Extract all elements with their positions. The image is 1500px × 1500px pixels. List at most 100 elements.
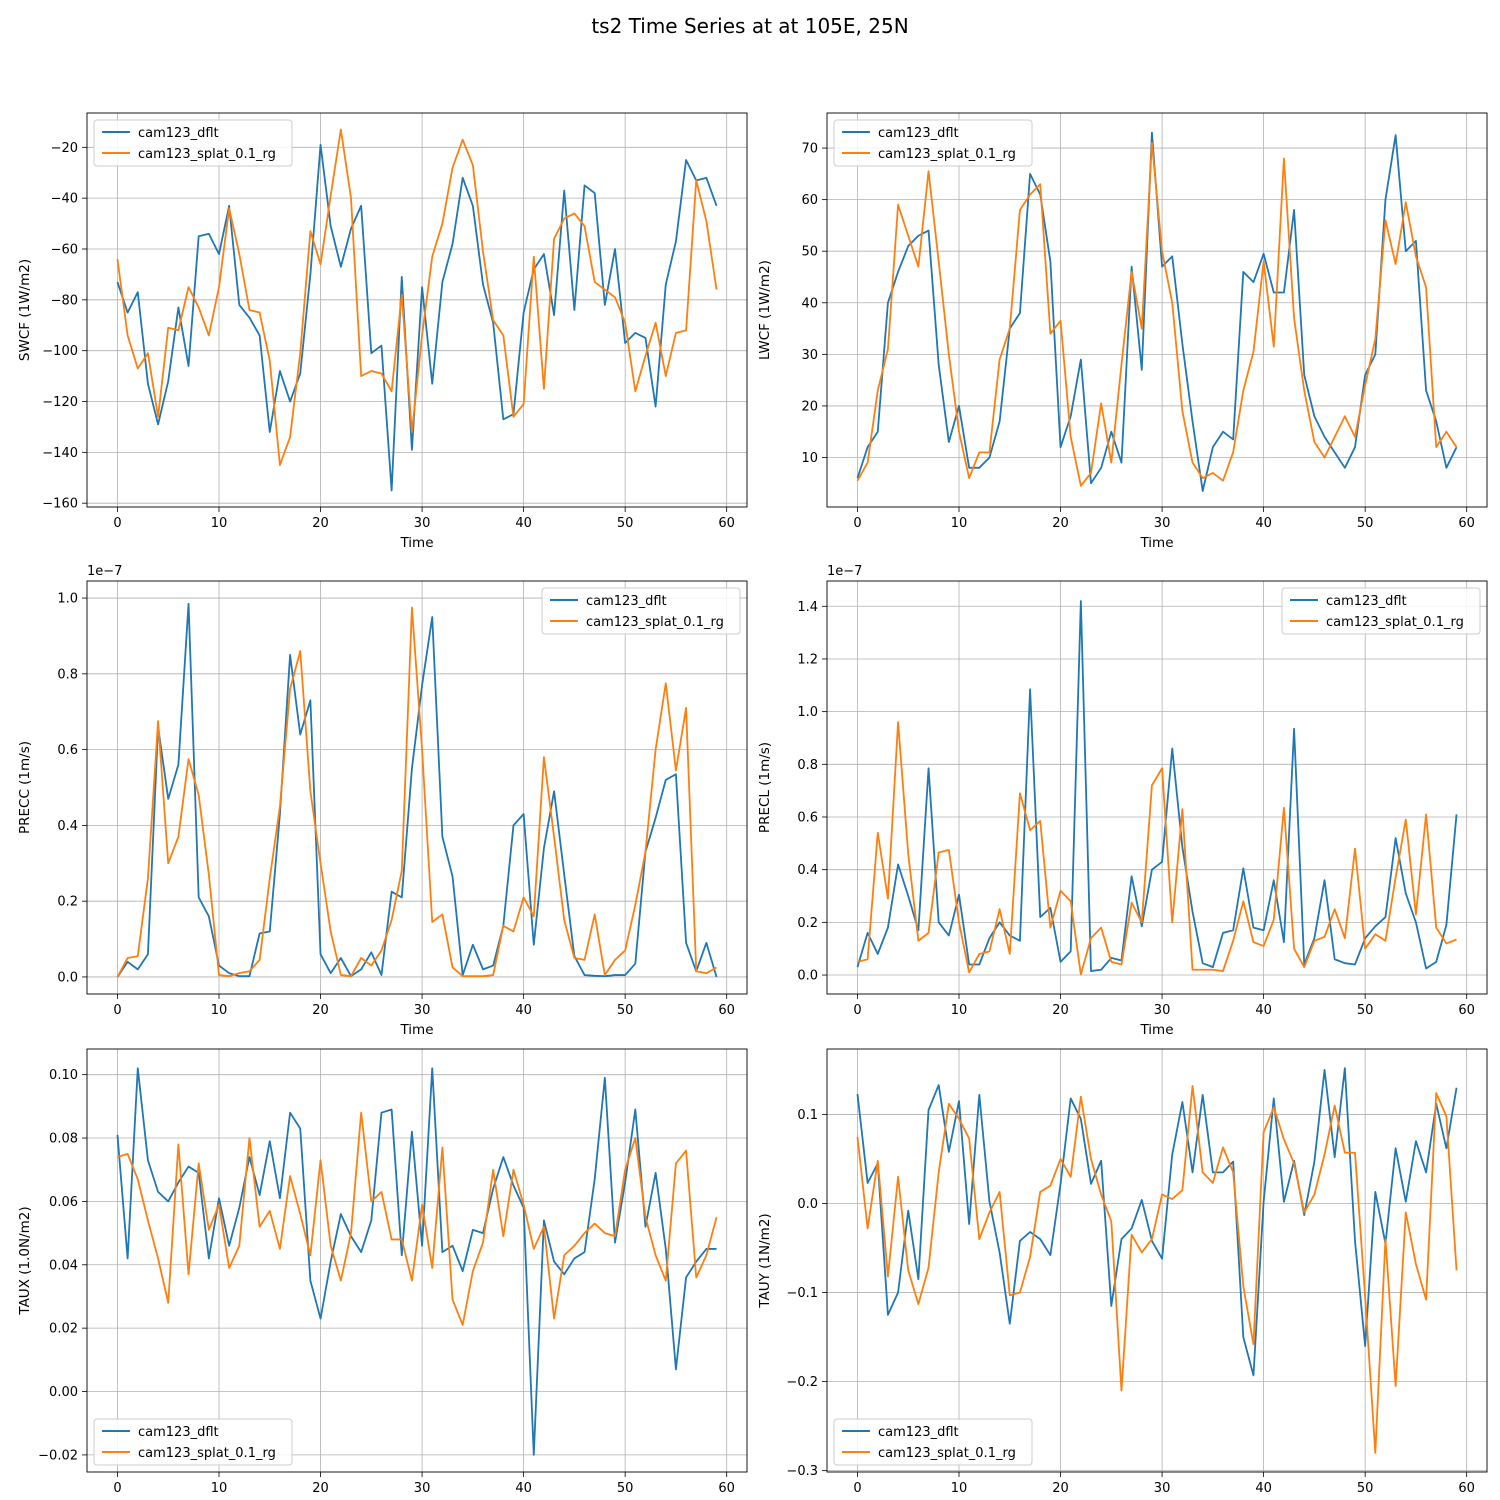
- precl-series-dflt-line: [856, 600, 1458, 972]
- taux-legend: cam123_dflt cam123_splat_0.1_rg: [93, 1418, 293, 1466]
- precl-grid: [827, 581, 1487, 994]
- precl-xaxis-label: Time: [1139, 1022, 1173, 1038]
- lwcf-xtick-label: 60: [1458, 516, 1475, 531]
- tauy-series-dflt-line: [856, 1067, 1458, 1377]
- taux-ytick-label: −0.02: [38, 1448, 78, 1463]
- precc-ytick-label: 1.0: [57, 592, 78, 607]
- taux-ytick-label: 0.00: [49, 1385, 78, 1400]
- precc-axes-frame: [86, 580, 748, 995]
- taux-xtick-label: 30: [414, 1481, 431, 1496]
- taux-ytick-label: 0.08: [49, 1132, 78, 1147]
- lwcf-grid: [827, 113, 1487, 507]
- swcf-xaxis-label: Time: [399, 535, 433, 551]
- precc-series-dflt-line: [116, 602, 718, 978]
- precl-ytick-label: 0.2: [797, 916, 818, 931]
- precl-legend-label: cam123_splat_0.1_rg: [1326, 615, 1464, 630]
- taux-xtick-label: 10: [211, 1481, 228, 1496]
- lwcf-ytick-label: 20: [801, 399, 818, 414]
- tauy-axes-frame: [826, 1048, 1488, 1473]
- swcf-legend-box: [93, 119, 293, 167]
- precc-xtick-label: 10: [211, 1003, 228, 1018]
- swcf-ytick-label: −80: [51, 293, 78, 308]
- tauy-xtick-label: 50: [1357, 1481, 1374, 1496]
- taux-legend-label: cam123_dflt: [138, 1425, 219, 1440]
- precl-xtick-label: 50: [1357, 1003, 1374, 1018]
- tauy-yaxis-label: TAUY (1N/m2): [757, 1213, 773, 1308]
- lwcf-legend-label: cam123_splat_0.1_rg: [878, 147, 1016, 162]
- precc-xtick-label: 60: [718, 1003, 735, 1018]
- precc-ytick-label: 0.6: [57, 743, 78, 758]
- lwcf-xtick-label: 50: [1357, 516, 1374, 531]
- precc-offset-text: 1e−7: [87, 564, 122, 579]
- precl-xtick-label: 20: [1052, 1003, 1069, 1018]
- precc-legend-box: [541, 587, 741, 635]
- precl-ytick-label: 0.6: [797, 811, 818, 826]
- taux-series-splat-line: [117, 1111, 718, 1326]
- tauy-grid: [827, 1049, 1487, 1472]
- precc-ytick-label: 0.0: [57, 970, 78, 985]
- lwcf-xtick-label: 10: [951, 516, 968, 531]
- taux-grid: [87, 1049, 747, 1472]
- swcf-xtick-label: 0: [113, 516, 121, 531]
- lwcf-axes-frame: [826, 112, 1488, 508]
- tauy-xtick-label: 20: [1052, 1481, 1069, 1496]
- swcf-legend-label: cam123_dflt: [138, 126, 219, 141]
- swcf-ytick-label: −20: [51, 141, 78, 156]
- precl-ytick-label: 0.4: [797, 863, 818, 878]
- swcf-series-splat-line: [116, 128, 718, 466]
- precl-yaxis-label: PRECL (1m/s): [757, 742, 773, 833]
- lwcf-ytick-label: 40: [801, 296, 818, 311]
- taux-ytick-label: 0.06: [49, 1195, 78, 1210]
- swcf-xtick-label: 60: [718, 516, 735, 531]
- precc-legend: cam123_dflt cam123_splat_0.1_rg: [541, 587, 741, 635]
- tauy-ytick-label: 0.1: [797, 1108, 818, 1123]
- lwcf-ytick-label: 70: [801, 142, 818, 157]
- precl-xtick-label: 60: [1458, 1003, 1475, 1018]
- precc-xtick-label: 30: [414, 1003, 431, 1018]
- chart-tauy: 0102030405060−0.3−0.2−0.10.00.1TimeTAUY …: [757, 1048, 1488, 1496]
- swcf-series-dflt-line: [116, 143, 718, 492]
- swcf-ytick-label: −120: [42, 395, 78, 410]
- chart-precl: 0 10 20 30 40 50 60 0.0 0.2 0.4 0.6 0.8 1.0 1.2 1.4 Tim…: [757, 564, 1488, 1038]
- taux-legend-label: cam123_splat_0.1_rg: [138, 1446, 276, 1461]
- taux-xtick-label: 50: [617, 1481, 634, 1496]
- tauy-legend: cam123_dflt cam123_splat_0.1_rg: [833, 1418, 1033, 1466]
- lwcf-legend: cam123_dflt cam123_splat_0.1_rg: [833, 119, 1033, 167]
- chart-swcf: 0 10 20 30 40 50 60 −160 −140 −120 −100 −80 −60 −40 −2…: [17, 112, 748, 551]
- precl-series-splat-line: [857, 721, 1457, 976]
- precc-xtick-label: 40: [515, 1003, 532, 1018]
- swcf-xtick-label: 50: [617, 516, 634, 531]
- tauy-legend-box: [833, 1418, 1033, 1466]
- precl-xtick-label: 40: [1255, 1003, 1272, 1018]
- figure-title: ts2 Time Series at at 105E, 25N: [591, 14, 909, 38]
- precc-ytick-label: 0.8: [57, 667, 78, 682]
- lwcf-legend-label: cam123_dflt: [878, 126, 959, 141]
- swcf-yaxis-label: SWCF (1W/m2): [17, 259, 33, 361]
- tauy-xtick-label: 0: [853, 1481, 861, 1496]
- lwcf-xtick-label: 40: [1255, 516, 1272, 531]
- swcf-xtick-label: 40: [515, 516, 532, 531]
- precc-xaxis-label: Time: [399, 1022, 433, 1038]
- tauy-xtick-label: 10: [951, 1481, 968, 1496]
- precl-ytick-label: 1.0: [797, 705, 818, 720]
- tauy-ytick-label: −0.1: [786, 1286, 818, 1301]
- taux-xtick-label: 60: [718, 1481, 735, 1496]
- precl-legend: cam123_dflt cam123_splat_0.1_rg: [1281, 587, 1481, 635]
- lwcf-ytick-label: 60: [801, 193, 818, 208]
- swcf-ytick-label: −60: [51, 242, 78, 257]
- taux-xtick-label: 0: [113, 1481, 121, 1496]
- tauy-legend-label: cam123_splat_0.1_rg: [878, 1446, 1016, 1461]
- chart-lwcf: 0 10 20 30 40 50 60 10 20 30 40 50 60 70 Time LWCF (1W/…: [757, 112, 1488, 551]
- taux-legend-box: [93, 1418, 293, 1466]
- chart-taux: 0 10 20 30 40 50 60 −0.02 0.00 0.02 0.04 0.06 0.08 0.…: [17, 1048, 748, 1496]
- taux-ytick-label: 0.04: [49, 1258, 78, 1273]
- precl-legend-box: [1281, 587, 1481, 635]
- swcf-ytick-label: −160: [42, 497, 78, 512]
- precl-axes-frame: [826, 580, 1488, 995]
- tauy-ytick-label: −0.3: [786, 1464, 818, 1479]
- swcf-xtick-label: 10: [211, 516, 228, 531]
- tauy-xtick-label: 40: [1255, 1481, 1272, 1496]
- lwcf-xtick-label: 0: [853, 516, 861, 531]
- swcf-grid: [87, 113, 747, 507]
- swcf-ytick-label: −140: [42, 446, 78, 461]
